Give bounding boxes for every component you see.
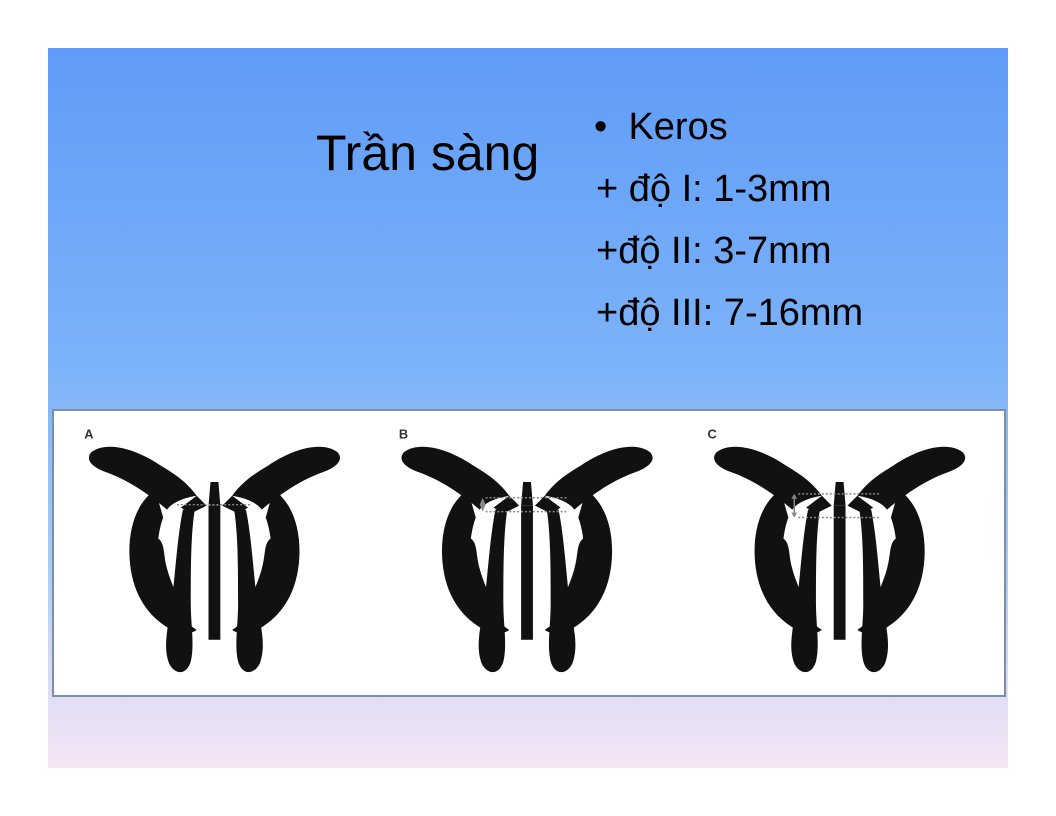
bullet-heading-text: Keros: [628, 106, 728, 148]
bullet-item-2: +độ II: 3-7mm: [596, 230, 832, 272]
panel-a-anatomy: [88, 446, 340, 673]
panel-letter-b: B: [399, 427, 408, 442]
keros-classification-figure: A B C: [52, 409, 1006, 697]
slide-title: Trần sàng: [316, 125, 540, 181]
bullet-icon: •: [594, 106, 608, 148]
panel-c-anatomy: [714, 446, 966, 673]
bullet-item-3: +độ III: 7-16mm: [596, 292, 864, 334]
panel-b-anatomy: [401, 446, 653, 673]
panel-letter-a: A: [84, 427, 93, 442]
keros-diagram: A B C: [84, 427, 966, 673]
bullet-item-1: + độ I: 1-3mm: [596, 168, 832, 210]
panel-letter-c: C: [707, 427, 716, 442]
bullet-heading: • Keros: [594, 108, 728, 146]
